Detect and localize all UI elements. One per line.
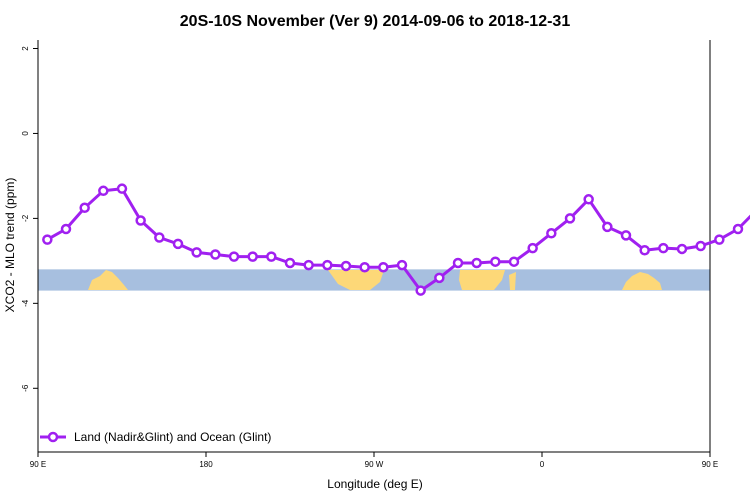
data-point bbox=[714, 234, 725, 245]
data-point bbox=[79, 202, 90, 214]
data-point bbox=[191, 247, 202, 258]
data-point bbox=[434, 272, 445, 284]
y-tick-label: 2 bbox=[21, 46, 30, 51]
data-point bbox=[322, 259, 333, 271]
y-tick-label: -2 bbox=[21, 214, 30, 222]
axes: 2 0 -2 -4 -6 90 E 180 90 W 0 90 E bbox=[21, 40, 718, 469]
data-point bbox=[396, 259, 408, 271]
data-point bbox=[284, 257, 296, 269]
data-point bbox=[564, 213, 576, 224]
data-point bbox=[378, 261, 389, 273]
series-layer bbox=[42, 183, 750, 296]
data-point bbox=[452, 257, 464, 269]
data-point bbox=[359, 261, 370, 273]
legend-label: Land (Nadir&Glint) and Ocean (Glint) bbox=[74, 430, 271, 444]
data-point bbox=[527, 242, 538, 254]
land-patch bbox=[459, 270, 505, 290]
x-axis-label: Longitude (deg E) bbox=[327, 477, 422, 491]
land-patch bbox=[509, 272, 516, 290]
data-point bbox=[135, 215, 146, 226]
data-point bbox=[42, 234, 53, 245]
x-tick-label: 90 E bbox=[30, 460, 46, 469]
x-tick-label: 90 W bbox=[365, 460, 384, 469]
data-point bbox=[154, 232, 165, 243]
y-tick-label: -4 bbox=[21, 299, 30, 307]
legend: Land (Nadir&Glint) and Ocean (Glint) bbox=[40, 430, 271, 444]
data-point bbox=[546, 228, 557, 239]
data-point bbox=[415, 285, 426, 296]
data-point bbox=[247, 251, 258, 262]
data-point bbox=[60, 223, 72, 235]
data-point bbox=[583, 194, 594, 205]
land-ocean-map-band bbox=[38, 269, 710, 291]
y-tick-label: 0 bbox=[21, 131, 30, 136]
land-patch bbox=[328, 270, 384, 290]
data-point bbox=[676, 243, 688, 255]
data-point bbox=[98, 185, 109, 197]
data-point bbox=[732, 223, 744, 235]
data-point bbox=[695, 240, 706, 252]
x-tick-label: 90 E bbox=[702, 460, 718, 469]
data-point bbox=[210, 249, 221, 260]
data-point bbox=[639, 244, 650, 256]
x-tick-label: 180 bbox=[199, 460, 213, 469]
data-point bbox=[172, 238, 184, 250]
data-point bbox=[340, 260, 352, 272]
data-point bbox=[303, 259, 314, 271]
y-tick-label: -6 bbox=[21, 384, 30, 392]
data-point bbox=[471, 257, 482, 269]
data-point bbox=[508, 256, 520, 267]
land-patch bbox=[88, 270, 128, 290]
data-point bbox=[228, 251, 240, 262]
data-point bbox=[266, 251, 277, 262]
x-tick-label: 0 bbox=[540, 460, 545, 469]
y-axis-label: XCO2 - MLO trend (ppm) bbox=[3, 178, 17, 313]
land-patch bbox=[622, 272, 662, 290]
data-point bbox=[620, 230, 632, 241]
data-point bbox=[490, 256, 501, 267]
data-point bbox=[602, 221, 613, 233]
chart-title: 20S-10S November (Ver 9) 2014-09-06 to 2… bbox=[180, 13, 571, 30]
data-point bbox=[658, 242, 669, 254]
data-point bbox=[116, 183, 128, 194]
legend-marker-swatch bbox=[47, 431, 59, 443]
